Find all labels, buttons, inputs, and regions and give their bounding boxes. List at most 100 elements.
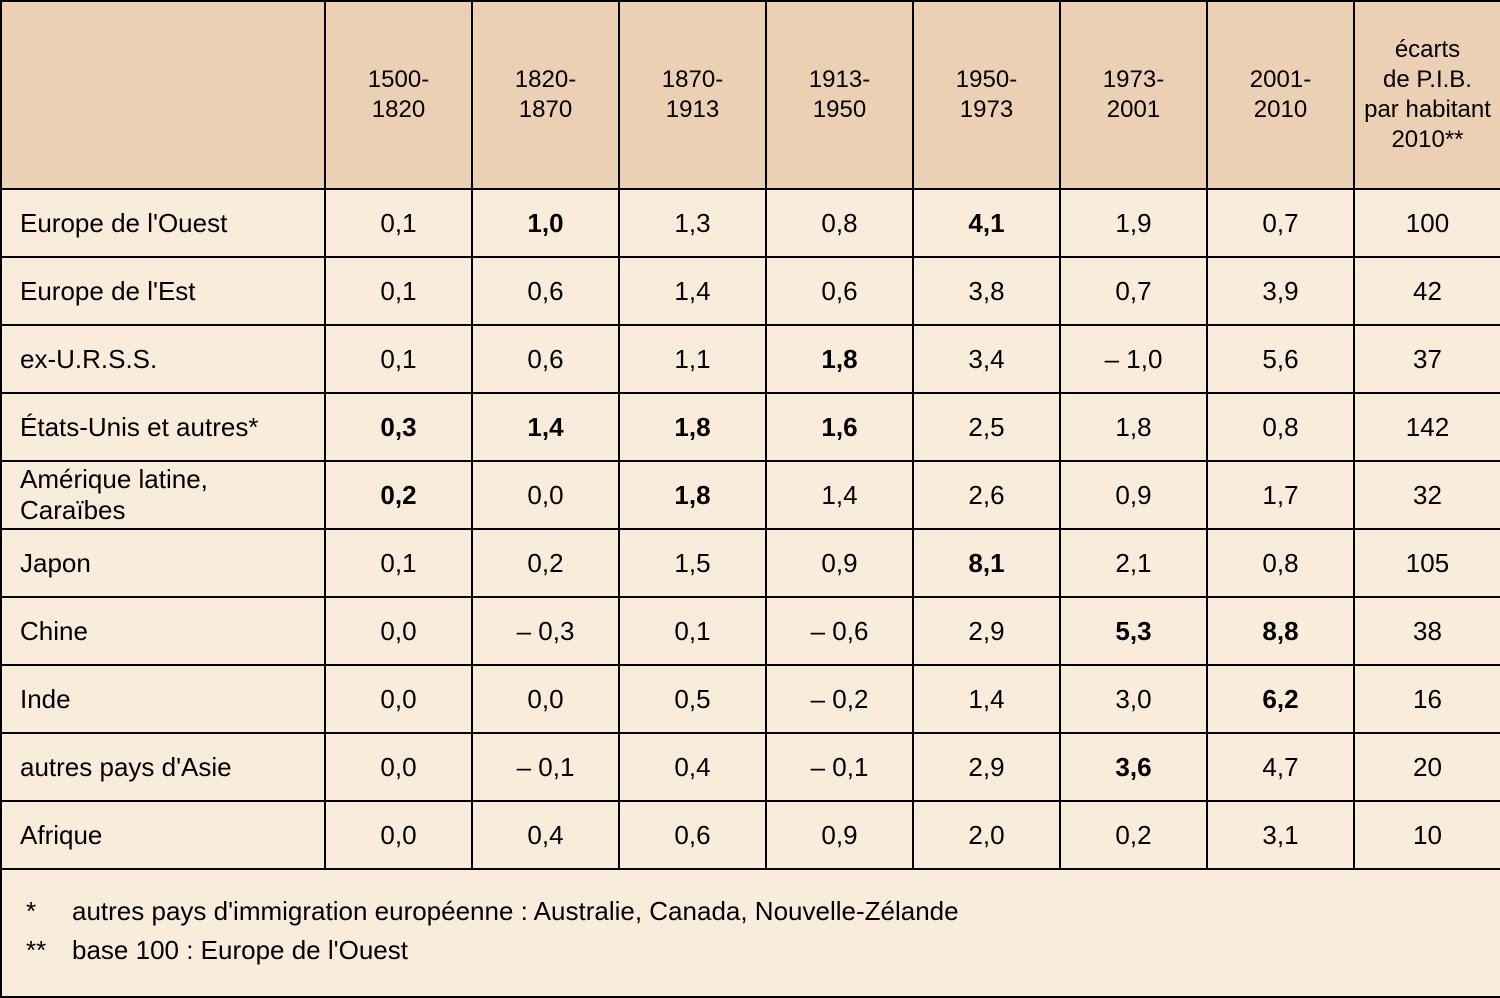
cell-value: 0,2 xyxy=(1115,820,1151,850)
data-cell: 2,1 xyxy=(1060,529,1207,597)
data-cell: 1,1 xyxy=(619,325,766,393)
data-cell: 8,1 xyxy=(913,529,1060,597)
cell-value: 1,8 xyxy=(674,480,710,510)
data-cell: 0,1 xyxy=(325,257,472,325)
data-cell: 1,5 xyxy=(619,529,766,597)
cell-value: – 1,0 xyxy=(1105,344,1163,374)
row-label: Chine xyxy=(1,597,325,665)
data-cell: 0,6 xyxy=(766,257,913,325)
cell-value: 1,7 xyxy=(1262,480,1298,510)
cell-value: 1,8 xyxy=(1115,412,1151,442)
data-cell: – 0,1 xyxy=(766,733,913,801)
cell-value: 0,7 xyxy=(1115,276,1151,306)
data-cell: 0,9 xyxy=(766,801,913,869)
cell-value: 3,1 xyxy=(1262,820,1298,850)
cell-value: 32 xyxy=(1413,480,1442,510)
data-cell: 42 xyxy=(1354,257,1500,325)
footnotes-cell: *autres pays d'immigration européenne : … xyxy=(1,869,1500,997)
data-cell: – 0,1 xyxy=(472,733,619,801)
data-cell: 0,8 xyxy=(766,189,913,257)
data-cell: 1,8 xyxy=(1060,393,1207,461)
data-cell: 105 xyxy=(1354,529,1500,597)
row-label: Japon xyxy=(1,529,325,597)
data-cell: 3,4 xyxy=(913,325,1060,393)
cell-value: 1,6 xyxy=(821,412,857,442)
footnote: *autres pays d'immigration européenne : … xyxy=(26,892,1476,931)
table-row: Inde0,00,00,5– 0,21,43,06,216 xyxy=(1,665,1500,733)
cell-value: 42 xyxy=(1413,276,1442,306)
data-cell: 6,2 xyxy=(1207,665,1354,733)
table-row: autres pays d'Asie0,0– 0,10,4– 0,12,93,6… xyxy=(1,733,1500,801)
cell-value: 3,6 xyxy=(1115,752,1151,782)
data-cell: 0,4 xyxy=(619,733,766,801)
cell-value: 0,9 xyxy=(1115,480,1151,510)
cell-value: 0,4 xyxy=(674,752,710,782)
data-cell: 0,7 xyxy=(1060,257,1207,325)
data-cell: 0,1 xyxy=(619,597,766,665)
cell-value: 1,1 xyxy=(674,344,710,374)
cell-value: 1,3 xyxy=(674,208,710,238)
data-cell: 4,7 xyxy=(1207,733,1354,801)
table-row: Europe de l'Est0,10,61,40,63,80,73,942 xyxy=(1,257,1500,325)
data-cell: 0,6 xyxy=(619,801,766,869)
cell-value: 1,4 xyxy=(968,684,1004,714)
data-cell: 0,2 xyxy=(472,529,619,597)
data-cell: 0,0 xyxy=(325,733,472,801)
table-row: Chine0,0– 0,30,1– 0,62,95,38,838 xyxy=(1,597,1500,665)
cell-value: – 0,3 xyxy=(517,616,575,646)
cell-value: 0,2 xyxy=(380,480,416,510)
cell-value: 0,3 xyxy=(380,412,416,442)
cell-value: 0,7 xyxy=(1262,208,1298,238)
cell-value: 2,0 xyxy=(968,820,1004,850)
footnotes-row: *autres pays d'immigration européenne : … xyxy=(1,869,1500,997)
data-cell: 100 xyxy=(1354,189,1500,257)
cell-value: 1,4 xyxy=(674,276,710,306)
cell-value: – 0,1 xyxy=(517,752,575,782)
cell-value: 5,3 xyxy=(1115,616,1151,646)
cell-value: 0,1 xyxy=(380,276,416,306)
cell-value: 5,6 xyxy=(1262,344,1298,374)
header-gdp-gap: écartsde P.I.B.par habitant2010** xyxy=(1354,1,1500,189)
data-cell: 0,1 xyxy=(325,189,472,257)
data-cell: 0,8 xyxy=(1207,393,1354,461)
footnote-mark: * xyxy=(26,892,72,931)
data-cell: 1,3 xyxy=(619,189,766,257)
header-period-6: 1973-2001 xyxy=(1060,1,1207,189)
cell-value: – 0,1 xyxy=(811,752,869,782)
table-row: Afrique0,00,40,60,92,00,23,110 xyxy=(1,801,1500,869)
data-cell: 0,0 xyxy=(472,665,619,733)
data-cell: 2,9 xyxy=(913,597,1060,665)
cell-value: 0,0 xyxy=(380,752,416,782)
table-row: Japon 0,1 0,2 1,5 0,9 8,1 2,1 0,8 105 xyxy=(1,529,1500,597)
data-cell: 0,1 xyxy=(325,529,472,597)
header-period-3: 1870-1913 xyxy=(619,1,766,189)
cell-value: 0,2 xyxy=(527,548,563,578)
cell-value: 0,8 xyxy=(1262,548,1298,578)
cell-value: 0,0 xyxy=(527,684,563,714)
cell-value: 100 xyxy=(1406,208,1449,238)
data-cell: 2,9 xyxy=(913,733,1060,801)
cell-value: 1,5 xyxy=(674,548,710,578)
cell-value: 4,7 xyxy=(1262,752,1298,782)
cell-value: – 0,6 xyxy=(811,616,869,646)
cell-value: 0,1 xyxy=(380,344,416,374)
data-cell: 4,1 xyxy=(913,189,1060,257)
row-label: Europe de l'Est xyxy=(1,257,325,325)
data-cell: 3,6 xyxy=(1060,733,1207,801)
table-row: États-Unis et autres*0,31,41,81,62,51,80… xyxy=(1,393,1500,461)
cell-value: 0,9 xyxy=(821,548,857,578)
cell-value: 8,1 xyxy=(968,548,1004,578)
cell-value: 0,0 xyxy=(380,820,416,850)
data-cell: 3,0 xyxy=(1060,665,1207,733)
cell-value: 0,1 xyxy=(380,208,416,238)
data-cell: 0,3 xyxy=(325,393,472,461)
cell-value: 1,0 xyxy=(527,208,563,238)
data-cell: 3,9 xyxy=(1207,257,1354,325)
cell-value: – 0,2 xyxy=(811,684,869,714)
cell-value: 0,1 xyxy=(380,548,416,578)
data-cell: 5,3 xyxy=(1060,597,1207,665)
table-row: ex-U.R.S.S.0,10,61,11,83,4– 1,05,637 xyxy=(1,325,1500,393)
cell-value: 0,0 xyxy=(380,616,416,646)
cell-value: 6,2 xyxy=(1262,684,1298,714)
data-cell: 1,8 xyxy=(619,393,766,461)
